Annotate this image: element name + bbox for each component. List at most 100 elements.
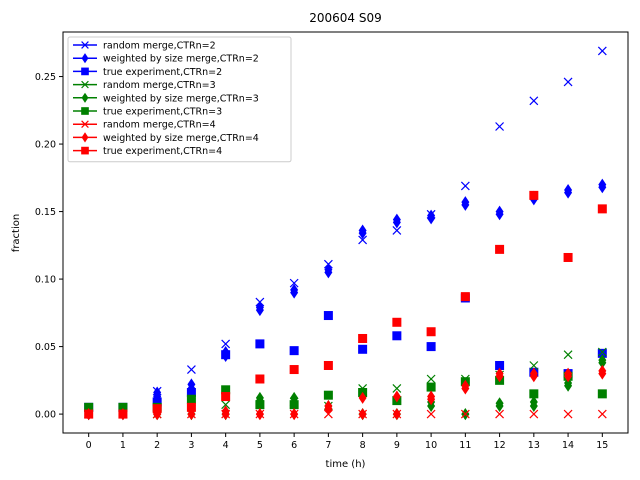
y-tick-label: 0.05 [35,342,56,353]
chart-title: 200604 S09 [309,11,382,25]
data-point [563,350,573,360]
y-axis-label: fraction [11,214,22,252]
data-point [529,409,539,419]
legend-label: true experiment,CTRn=3 [103,107,222,118]
x-tick-label: 4 [223,440,229,451]
plot-area [62,31,629,434]
data-point [427,212,436,225]
data-point [323,360,333,370]
x-axis: 0 1 2 3 4 5 6 7 8 9 10 11 12 13 14 15 [86,433,608,451]
data-point [323,390,333,400]
data-point [152,404,162,414]
data-point [255,408,264,421]
data-point [426,342,436,352]
data-point [597,409,607,419]
legend-label: random merge,CTRn=3 [103,80,216,91]
data-point [84,402,94,412]
series-9 [84,190,607,419]
data-point [289,400,299,410]
data-point [598,367,607,380]
data-point [392,216,401,229]
x-tick-label: 15 [596,440,608,451]
data-point [461,382,470,395]
data-point [221,400,231,410]
legend-label: true experiment,CTRn=2 [103,67,222,78]
data-point [598,181,607,194]
data-point [597,348,607,358]
legend-entry: true experiment,CTRn=4 [73,146,222,157]
data-point [358,333,368,343]
data-point [358,408,367,421]
data-point [426,374,436,384]
data-point [392,384,402,393]
data-point [289,346,299,356]
legend-marker [81,120,89,129]
legend-label: weighted by size merge,CTRn=4 [103,133,259,144]
data-point [597,204,607,214]
legend-marker [81,146,89,155]
legend-marker [81,67,89,76]
data-point [529,361,539,370]
data-point [186,402,196,412]
data-point [426,382,436,392]
legend-marker [81,53,89,64]
data-point [324,266,333,279]
data-point [597,347,607,357]
legend-marker [81,80,89,89]
data-point [563,252,573,262]
data-point [221,350,231,360]
legend-marker [81,132,89,143]
legend-entry: weighted by size merge,CTRn=2 [73,53,259,65]
x-tick-label: 3 [188,440,194,451]
data-point [118,409,128,419]
legend-label: random merge,CTRn=4 [103,120,216,131]
x-tick-label: 7 [325,440,331,451]
data-point [461,198,470,211]
legend-label: true experiment,CTRn=4 [103,146,222,157]
data-point [529,399,538,412]
legend-entry: true experiment,CTRn=2 [73,67,222,78]
data-point [221,392,231,402]
data-point [186,365,196,374]
data-point [564,370,573,383]
data-point [598,356,607,369]
y-tick-label: 0.15 [35,207,56,218]
legend-marker [81,92,89,103]
x-tick-label: 6 [291,440,297,451]
x-tick-label: 11 [459,440,471,451]
data-point [495,122,505,131]
data-point [597,46,607,56]
x-axis-label: time (h) [326,459,366,470]
legend-entry: random merge,CTRn=2 [73,41,216,52]
data-point [460,292,470,302]
data-point [495,399,504,412]
data-point [289,365,299,375]
data-point [323,311,333,321]
x-tick-label: 0 [86,440,92,451]
data-point [358,227,367,240]
data-point [118,402,128,412]
data-point [324,402,333,415]
x-tick-label: 8 [360,440,366,451]
data-point [495,360,505,370]
x-tick-label: 14 [562,440,574,451]
data-point [392,408,401,421]
y-tick-label: 0.20 [35,140,56,151]
legend-marker [81,41,89,49]
data-point [392,226,402,235]
data-point [563,409,573,419]
data-point [289,278,299,288]
data-point [392,317,402,327]
data-point [290,408,299,421]
legend-marker [81,107,89,115]
x-tick-label: 5 [257,440,263,451]
data-point [460,409,470,419]
data-point [495,208,504,221]
data-point [221,385,231,395]
data-point [427,399,436,412]
data-point [255,400,265,410]
data-point [529,96,539,106]
data-point [529,370,538,383]
data-point [392,331,402,341]
data-point [255,304,264,317]
